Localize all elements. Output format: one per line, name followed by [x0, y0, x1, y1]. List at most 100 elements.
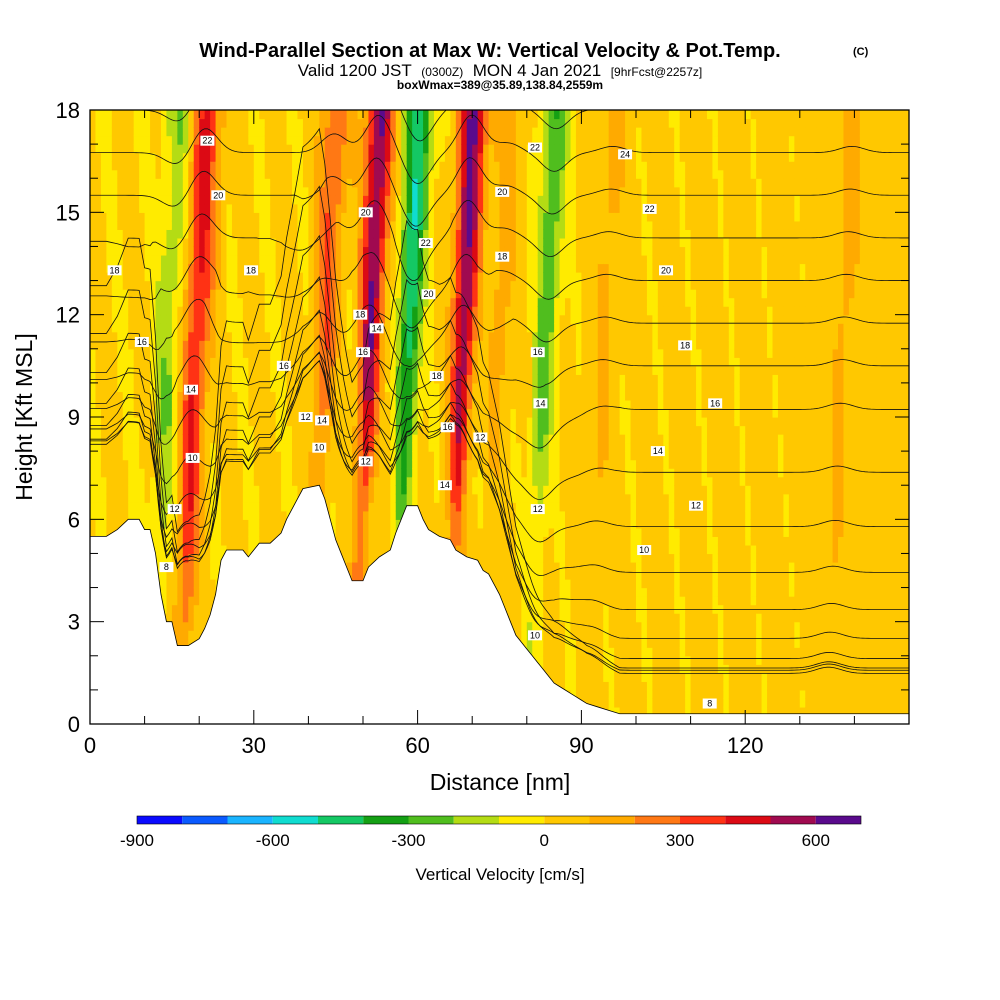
velocity-cell	[139, 135, 146, 145]
velocity-cell	[253, 314, 260, 324]
velocity-cell	[281, 289, 288, 299]
velocity-cell	[242, 254, 249, 265]
velocity-cell	[433, 357, 441, 367]
velocity-cell	[100, 254, 107, 265]
velocity-cell	[406, 195, 413, 205]
velocity-cell	[221, 527, 228, 537]
velocity-cell	[226, 220, 233, 230]
velocity-cell	[395, 118, 402, 128]
velocity-cell	[128, 289, 135, 299]
velocity-cell	[160, 468, 168, 478]
velocity-cell	[335, 220, 342, 230]
velocity-cell	[221, 485, 228, 495]
velocity-cell	[406, 152, 413, 162]
velocity-cell	[264, 459, 271, 469]
velocity-cell	[390, 178, 397, 188]
velocity-cell	[177, 135, 184, 145]
velocity-cell	[144, 493, 151, 503]
velocity-cell	[210, 579, 217, 589]
velocity-cell	[122, 451, 129, 461]
velocity-cell	[150, 425, 157, 435]
velocity-cell	[352, 459, 359, 469]
velocity-cell	[226, 374, 233, 384]
velocity-cell	[215, 561, 222, 572]
velocity-cell	[461, 485, 468, 495]
velocity-cell	[128, 408, 135, 418]
velocity-cell	[406, 476, 413, 486]
velocity-cell	[155, 246, 162, 256]
velocity-cell	[188, 186, 195, 196]
velocity-cell	[259, 399, 266, 410]
velocity-cell	[133, 331, 140, 341]
velocity-cell	[450, 408, 457, 418]
velocity-cell	[117, 323, 124, 333]
velocity-cell	[373, 212, 380, 222]
velocity-cell	[100, 186, 107, 196]
velocity-cell	[182, 289, 189, 299]
velocity-cell	[390, 365, 397, 375]
velocity-cell	[155, 289, 162, 299]
velocity-cell	[144, 451, 151, 461]
velocity-cell	[281, 229, 288, 239]
velocity-cell	[270, 502, 277, 512]
velocity-cell	[237, 127, 244, 137]
velocity-cell	[302, 434, 309, 444]
velocity-cell	[324, 476, 331, 486]
velocity-cell	[177, 203, 184, 213]
velocity-cell	[423, 425, 430, 435]
velocity-cell	[406, 365, 413, 375]
velocity-cell	[171, 169, 178, 179]
velocity-cell	[330, 408, 337, 418]
velocity-cell	[242, 493, 249, 503]
velocity-cell	[210, 289, 217, 299]
velocity-cell	[308, 110, 315, 120]
velocity-cell	[248, 280, 255, 290]
velocity-cell	[390, 425, 397, 435]
velocity-cell	[128, 161, 135, 171]
velocity-cell	[346, 169, 353, 179]
velocity-cell	[150, 110, 157, 120]
velocity-cell	[363, 186, 370, 196]
velocity-cell	[390, 476, 397, 486]
velocity-cell	[444, 451, 451, 461]
velocity-cell	[417, 289, 424, 299]
velocity-cell	[106, 118, 113, 128]
velocity-cell	[357, 323, 364, 333]
velocity-cell	[210, 382, 217, 393]
velocity-cell	[139, 459, 146, 469]
velocity-cell	[417, 485, 424, 495]
velocity-cell	[341, 203, 348, 213]
velocity-cell	[297, 365, 304, 375]
velocity-cell	[417, 476, 424, 486]
velocity-cell	[248, 246, 255, 256]
velocity-cell	[182, 485, 189, 495]
velocity-cell	[401, 118, 408, 128]
velocity-cell	[221, 220, 228, 230]
velocity-cell	[406, 169, 413, 179]
velocity-cell	[346, 203, 353, 213]
velocity-cell	[302, 425, 309, 435]
velocity-cell	[423, 519, 430, 529]
velocity-cell	[193, 544, 200, 555]
velocity-cell	[270, 110, 277, 120]
velocity-cell	[450, 220, 457, 230]
velocity-cell	[357, 297, 364, 307]
velocity-cell	[270, 220, 277, 230]
velocity-cell	[242, 357, 249, 367]
velocity-cell	[177, 374, 184, 384]
velocity-cell	[117, 502, 124, 512]
velocity-field	[90, 110, 909, 724]
velocity-cell	[357, 476, 364, 486]
velocity-cell	[439, 348, 446, 358]
velocity-cell	[182, 306, 189, 316]
velocity-cell	[423, 417, 430, 427]
velocity-cell	[210, 425, 217, 435]
velocity-cell	[373, 459, 380, 469]
velocity-cell	[406, 254, 413, 265]
velocity-cell	[150, 502, 157, 512]
velocity-cell	[155, 451, 162, 461]
velocity-cell	[384, 280, 391, 290]
velocity-cell	[264, 118, 271, 128]
velocity-cell	[106, 220, 113, 230]
velocity-cell	[259, 246, 266, 256]
